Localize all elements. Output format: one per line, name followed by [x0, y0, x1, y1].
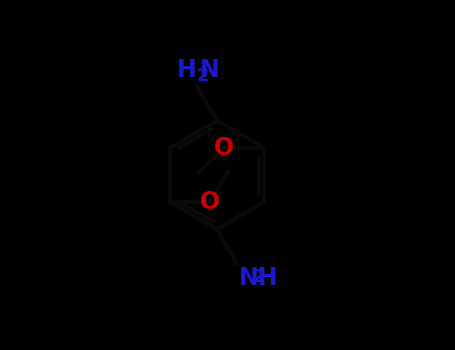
Text: N: N: [200, 58, 219, 82]
Text: 2: 2: [253, 268, 265, 286]
Text: H: H: [177, 58, 197, 82]
Text: O: O: [200, 190, 220, 214]
Text: O: O: [214, 136, 234, 160]
Text: NH: NH: [239, 266, 278, 290]
Text: 2: 2: [197, 67, 209, 85]
